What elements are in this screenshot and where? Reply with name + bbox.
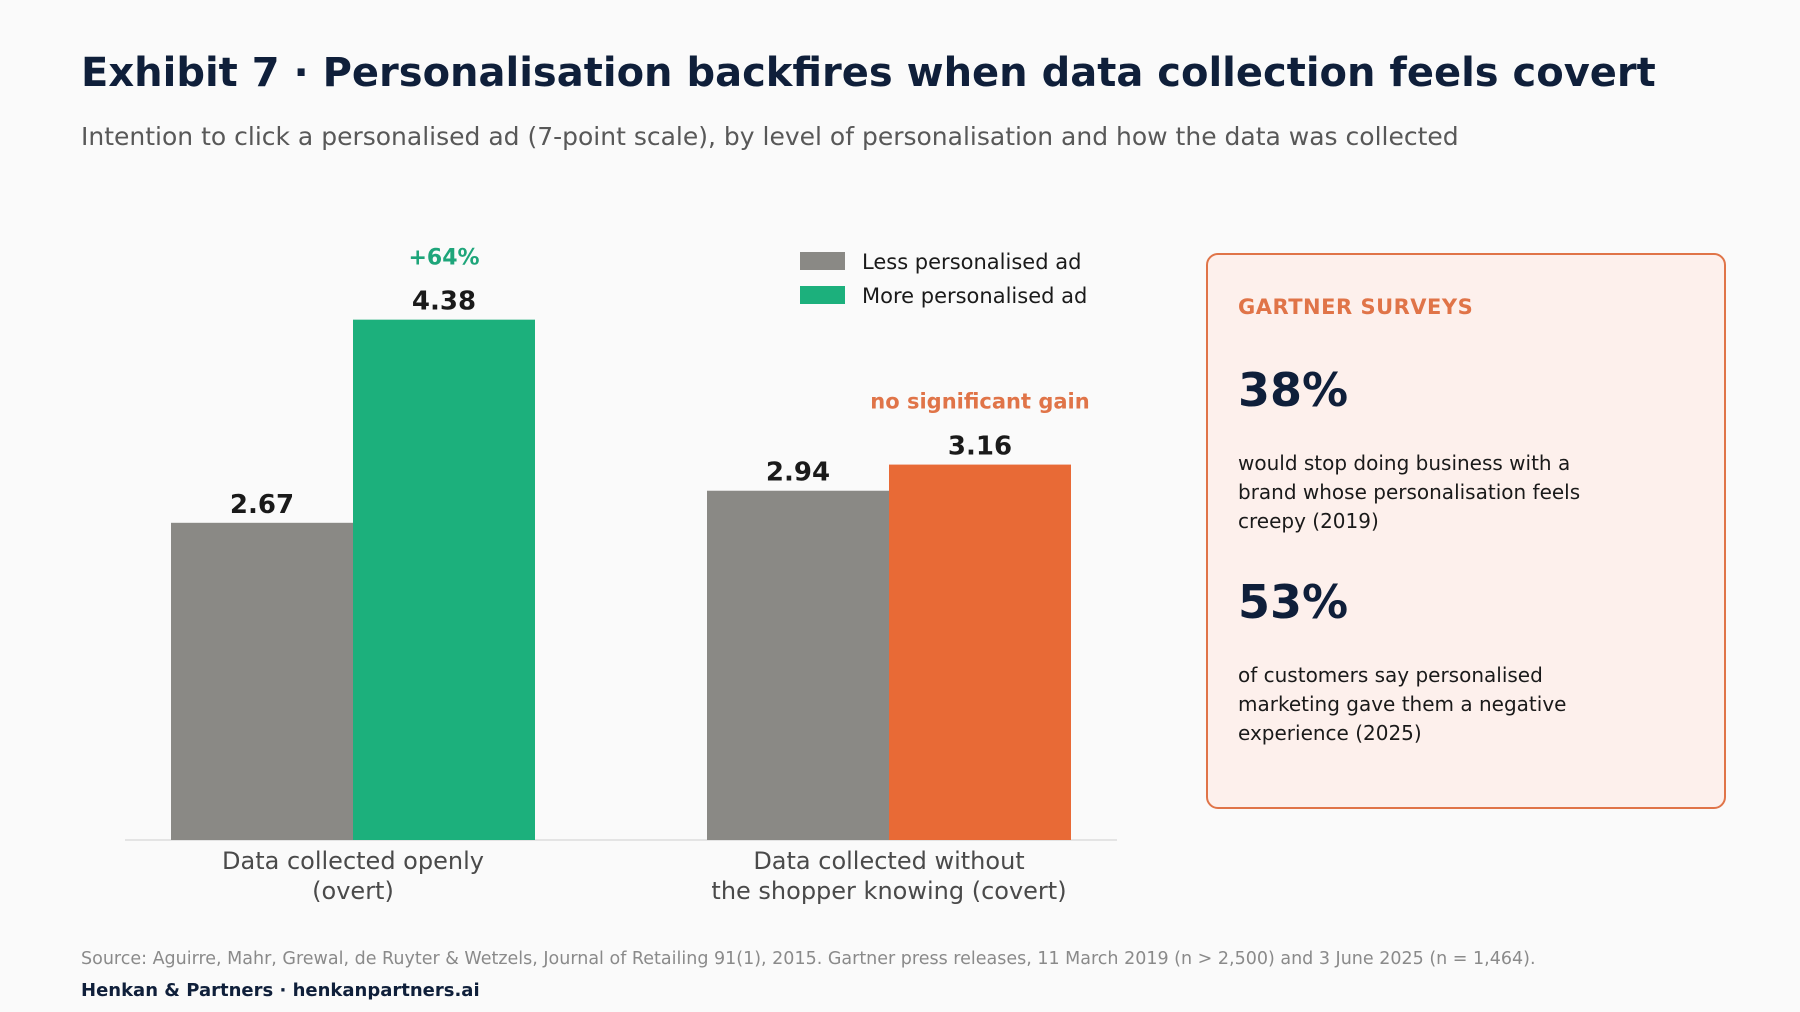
- callout-heading: GARTNER SURVEYS: [1238, 295, 1474, 319]
- value-label-0-1: 2.94: [766, 458, 830, 488]
- category-label-1-1: the shopper knowing (covert): [711, 877, 1066, 905]
- bar-more-1: [889, 464, 1071, 840]
- bar-more-0: [353, 319, 535, 840]
- legend-swatch-0: [800, 252, 845, 270]
- value-label-1-0: 4.38: [412, 287, 476, 317]
- annotation-overt-gain: +64%: [408, 246, 479, 271]
- chart-title: Exhibit 7 · Personalisation backfires wh…: [81, 50, 1656, 96]
- value-label-0-0: 2.67: [230, 490, 294, 520]
- callout-stat-2: 53%: [1238, 575, 1349, 629]
- credit-line: Henkan & Partners · henkanpartners.ai: [81, 980, 480, 1001]
- bar-less-1: [707, 490, 889, 840]
- gartner-callout: GARTNER SURVEYS 38% would stop doing bus…: [1206, 253, 1726, 809]
- source-note: Source: Aguirre, Mahr, Grewal, de Ruyter…: [81, 949, 1536, 969]
- category-label-0-0: Data collected openly: [222, 847, 484, 875]
- bar-less-0: [171, 522, 353, 840]
- chart-subtitle: Intention to click a personalised ad (7-…: [81, 122, 1459, 151]
- callout-desc-2: of customers say personalised marketing …: [1238, 663, 1567, 745]
- legend-label-0: Less personalised ad: [862, 250, 1081, 274]
- callout-desc-1: would stop doing business with a brand w…: [1238, 451, 1581, 533]
- value-label-1-1: 3.16: [948, 432, 1012, 462]
- annotation-covert-no-gain: no significant gain: [870, 390, 1089, 414]
- category-label-1-0: Data collected without: [753, 847, 1024, 875]
- bar-chart: 2.67 4.38 Data collected openly(overt) 2.94…: [125, 246, 1117, 905]
- callout-stat-1: 38%: [1238, 363, 1349, 417]
- legend-label-1: More personalised ad: [862, 284, 1087, 308]
- category-label-0-1: (overt): [312, 877, 394, 905]
- legend-swatch-1: [800, 286, 845, 304]
